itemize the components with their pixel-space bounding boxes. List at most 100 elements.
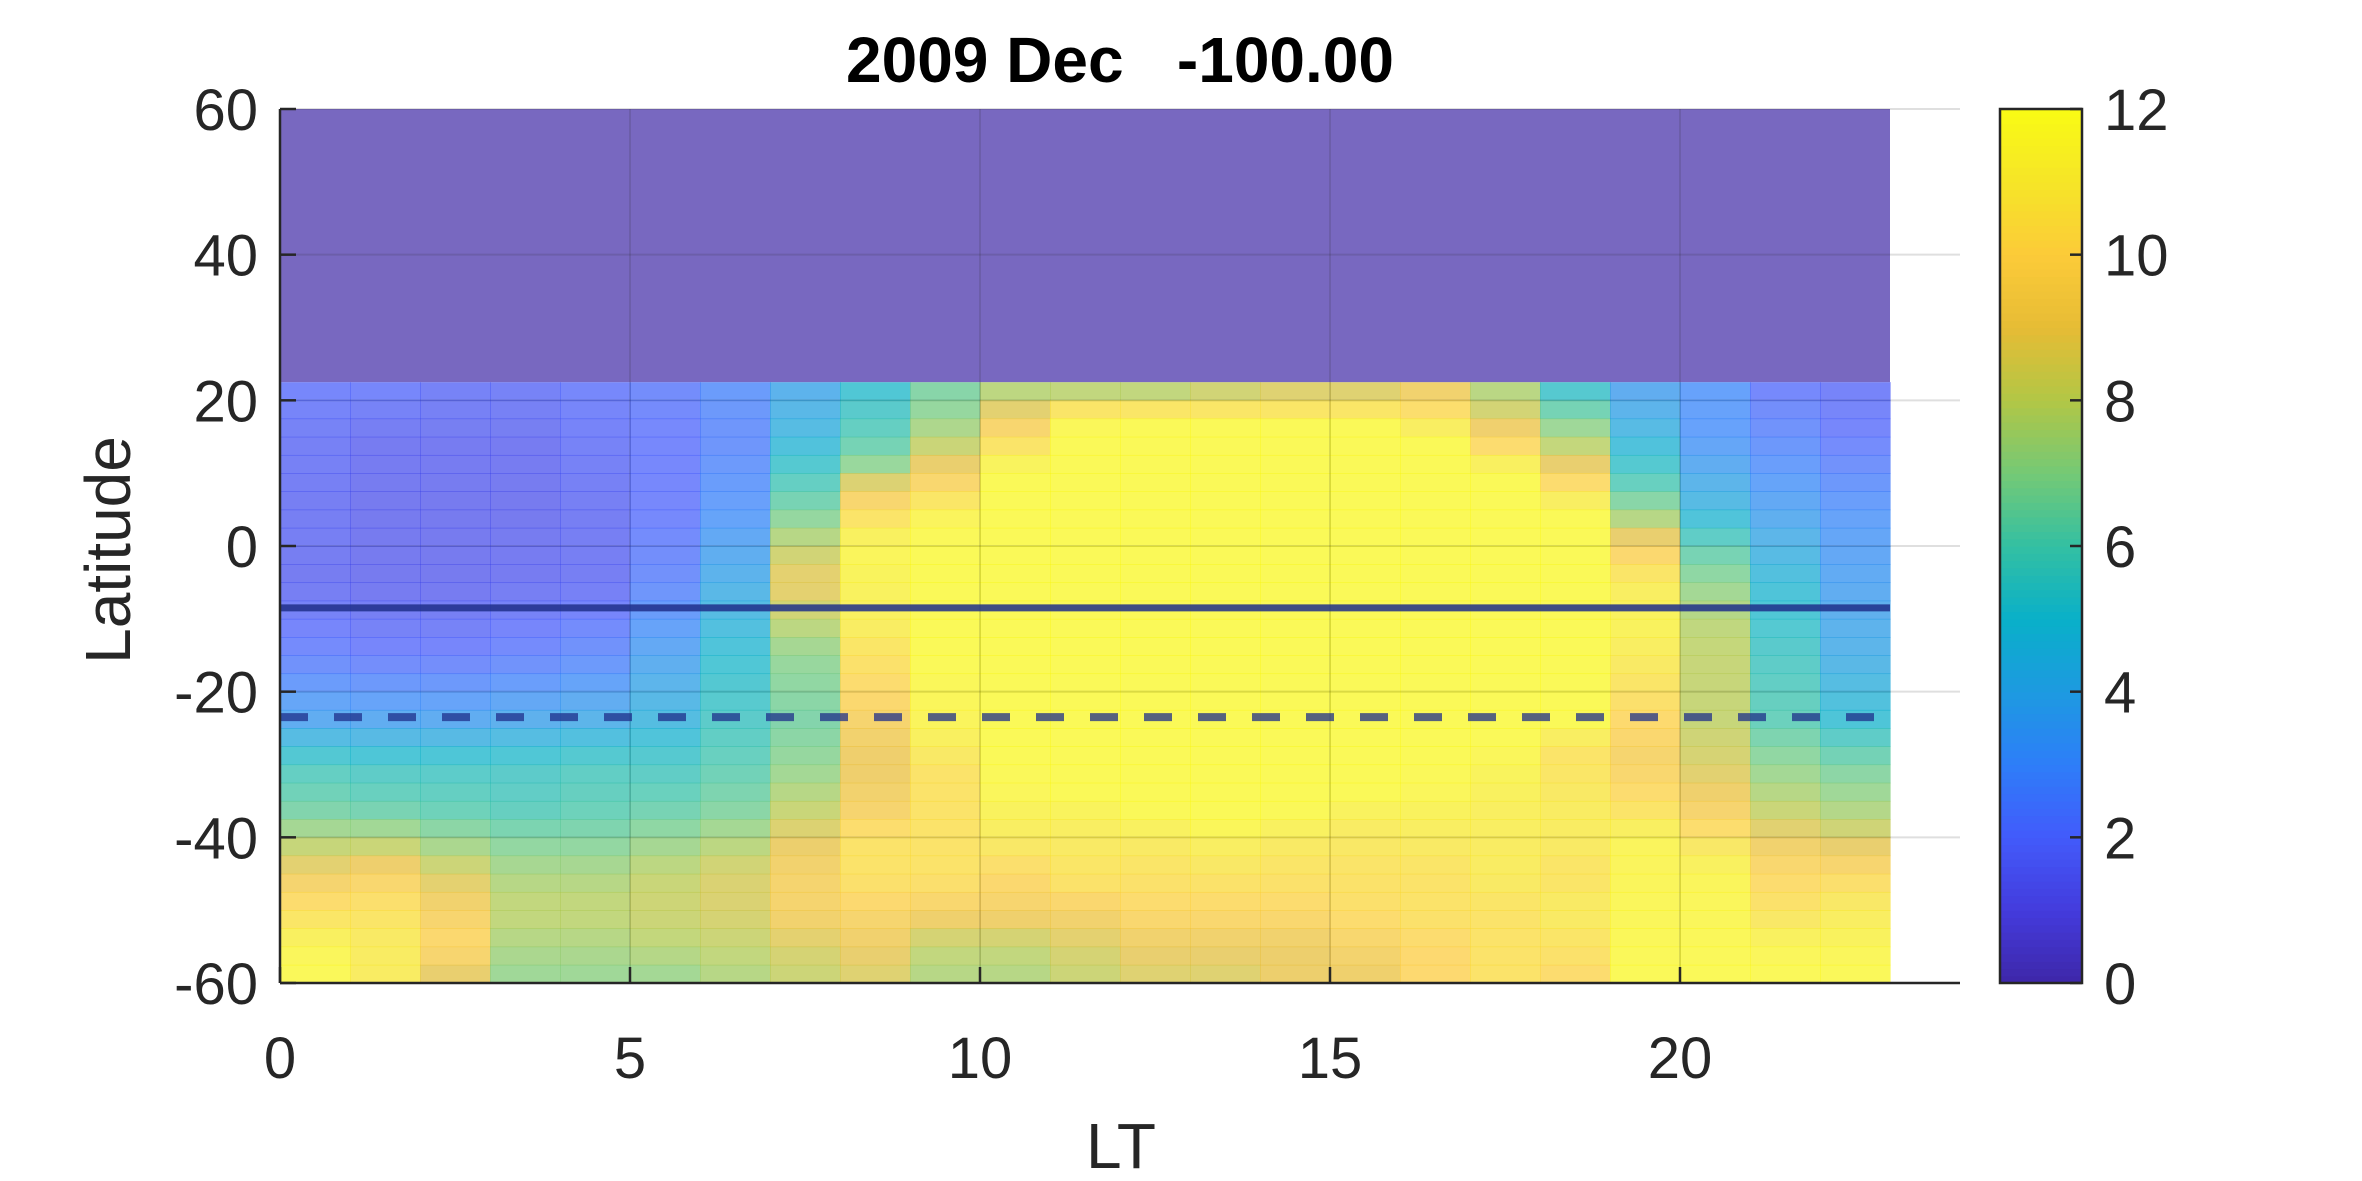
heatmap-cell (1680, 564, 1751, 584)
heatmap-cell (1680, 746, 1751, 766)
heatmap-cell (1610, 400, 1681, 420)
heatmap-cell (1470, 728, 1541, 747)
heatmap-column (560, 382, 631, 984)
heatmap-cell (1820, 691, 1891, 711)
colorbar-strip (2000, 713, 2082, 722)
heatmap-cell (1260, 473, 1331, 492)
heatmap-cell (1820, 655, 1891, 675)
heatmap-cell (1820, 582, 1891, 602)
colorbar-strip (2000, 516, 2082, 525)
colorbar-strip (2000, 596, 2082, 605)
heatmap-cell (1610, 782, 1681, 802)
heatmap-cell (420, 454, 491, 474)
heatmap-cell (350, 491, 421, 511)
heatmap-cell (420, 582, 491, 602)
heatmap-cell (560, 928, 631, 948)
colorbar-strip (2000, 203, 2082, 212)
heatmap-cell (910, 673, 981, 693)
heatmap-cell (1540, 910, 1611, 929)
heatmap-column (1120, 382, 1191, 984)
heatmap-cell (1400, 491, 1471, 511)
heatmap-cell (420, 382, 491, 401)
heatmap-cell (700, 873, 771, 893)
heatmap-cell (490, 873, 561, 893)
heatmap-cell (1540, 782, 1611, 802)
heatmap-cell (1260, 964, 1331, 984)
heatmap-cell (1820, 910, 1891, 929)
heatmap-cell (1400, 928, 1471, 948)
heatmap-cell (280, 946, 351, 966)
heatmap-cell (490, 491, 561, 511)
colorbar-strip (2000, 254, 2082, 263)
heatmap-cell (1120, 764, 1191, 784)
heatmap-cell (910, 764, 981, 784)
heatmap-cell (1820, 637, 1891, 656)
heatmap-cell (1120, 910, 1191, 929)
heatmap-cell (280, 673, 351, 693)
heatmap-cell (1750, 655, 1821, 675)
heatmap-cell (840, 800, 911, 820)
heatmap-cell (1470, 819, 1541, 838)
heatmap-cell (980, 946, 1051, 966)
colorbar-strip (2000, 553, 2082, 562)
heatmap-cell (1470, 800, 1541, 820)
heatmap-cell (1680, 964, 1751, 984)
heatmap-column (700, 382, 771, 984)
heatmap-cell (1400, 891, 1471, 911)
heatmap-cell (1190, 946, 1261, 966)
heatmap-cell (1400, 673, 1471, 693)
heatmap-cell (1190, 837, 1261, 857)
heatmap-cell (1540, 800, 1611, 820)
heatmap-cell (1610, 509, 1681, 529)
colorbar-strip (2000, 830, 2082, 838)
heatmap-cell (490, 582, 561, 602)
heatmap-cell (770, 418, 841, 438)
heatmap-cell (1610, 746, 1681, 766)
heatmap-cell (840, 436, 911, 456)
colorbar-strip (2000, 312, 2082, 321)
heatmap-cell (700, 418, 771, 438)
heatmap-cell (910, 837, 981, 857)
heatmap-cell (1750, 618, 1821, 638)
heatmap-cell (420, 473, 491, 492)
heatmap-cell (1260, 527, 1331, 547)
heatmap-cell (770, 873, 841, 893)
colorbar-strip (2000, 640, 2082, 649)
heatmap-cell (490, 946, 561, 966)
heatmap-cell (1260, 436, 1331, 456)
heatmap-cell (1330, 454, 1401, 474)
heatmap-cell (980, 964, 1051, 984)
heatmap-cell (1050, 910, 1121, 929)
heatmap-cell (1260, 582, 1331, 602)
heatmap-cell (910, 382, 981, 401)
x-tick-labels: 0 5 10 15 20 (264, 1026, 1712, 1091)
heatmap-cell (1470, 782, 1541, 802)
heatmap-cell (840, 418, 911, 438)
heatmap-cell (770, 546, 841, 565)
heatmap-cell (770, 618, 841, 638)
heatmap-cell (1750, 691, 1821, 711)
heatmap-cell (350, 891, 421, 911)
heatmap-cell (1610, 728, 1681, 747)
heatmap-cell (700, 910, 771, 929)
heatmap-cell (770, 746, 841, 766)
heatmap-cell (1680, 473, 1751, 492)
heatmap-cell (840, 546, 911, 565)
heatmap-cell (1120, 400, 1191, 420)
heatmap-cell (1540, 728, 1611, 747)
heatmap-cell (1120, 473, 1191, 492)
heatmap-cell (630, 655, 701, 675)
heatmap-cell (1260, 637, 1331, 656)
colorbar-strip (2000, 480, 2082, 489)
heatmap-cell (700, 546, 771, 565)
heatmap-cell (1750, 582, 1821, 602)
heatmap-cell (280, 637, 351, 656)
heatmap-cell (630, 436, 701, 456)
heatmap-cell (1470, 964, 1541, 984)
heatmap-cell (1680, 891, 1751, 911)
heatmap-cell (350, 946, 421, 966)
heatmap-cell (1680, 509, 1751, 529)
heatmap-cell (1400, 546, 1471, 565)
heatmap-cell (700, 673, 771, 693)
heatmap-cell (1120, 946, 1191, 966)
